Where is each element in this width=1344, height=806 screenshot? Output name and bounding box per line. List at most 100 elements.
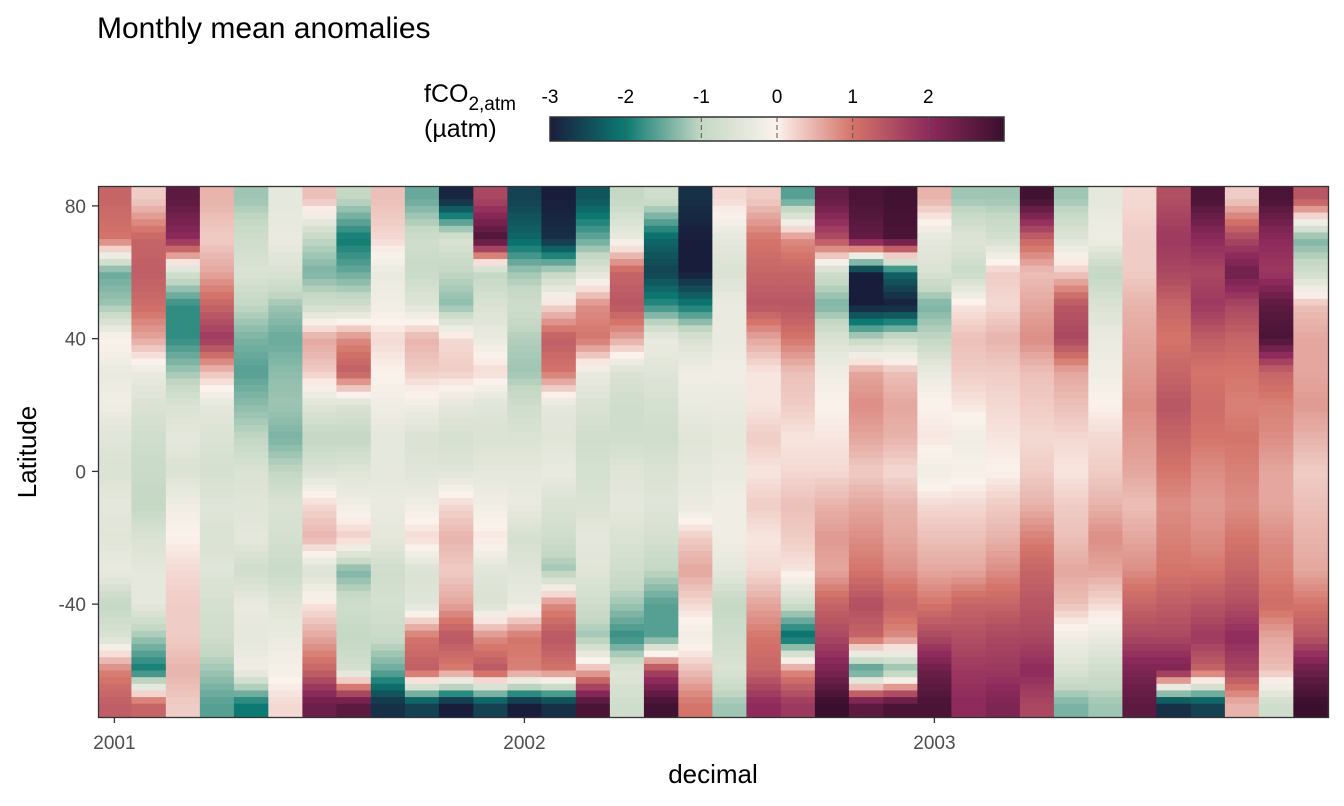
heatmap-cell: [643, 604, 679, 612]
heatmap-cell: [1019, 564, 1055, 572]
heatmap-column: [1258, 186, 1294, 718]
heatmap-cell: [746, 484, 782, 492]
heatmap-cell: [575, 411, 611, 419]
heatmap-cell: [951, 610, 987, 619]
heatmap-cell: [1019, 617, 1055, 625]
heatmap-cell: [233, 285, 269, 293]
heatmap-cell: [814, 418, 850, 426]
heatmap-cell: [165, 378, 201, 386]
heatmap-cell: [780, 491, 816, 499]
heatmap-cell: [98, 670, 133, 678]
heatmap-column: [268, 186, 303, 718]
heatmap-cell: [336, 624, 372, 632]
heatmap-cell: [917, 332, 953, 340]
heatmap-cell: [985, 424, 1021, 433]
heatmap-cell: [643, 391, 679, 399]
heatmap-cell: [643, 444, 679, 453]
heatmap-cell: [746, 564, 782, 572]
heatmap-cell: [302, 624, 338, 632]
heatmap-cell: [575, 278, 611, 287]
heatmap-cell: [712, 458, 748, 466]
heatmap-cell: [1258, 597, 1294, 605]
heatmap-cell: [98, 624, 133, 632]
heatmap-cell: [678, 385, 713, 393]
heatmap-cell: [1088, 637, 1123, 645]
heatmap-cell: [165, 524, 201, 532]
heatmap-cell: [199, 298, 235, 307]
heatmap-cell: [746, 205, 782, 214]
heatmap-cell: [883, 411, 918, 419]
heatmap-cell: [404, 697, 440, 705]
heatmap-cell: [1156, 471, 1192, 479]
heatmap-cell: [1156, 617, 1192, 625]
heatmap-cell: [1156, 577, 1192, 585]
heatmap-cell: [712, 504, 748, 512]
heatmap-cell: [233, 551, 269, 559]
heatmap-cell: [712, 245, 748, 253]
heatmap-cell: [165, 617, 201, 625]
heatmap-cell: [1088, 683, 1123, 692]
heatmap-cell: [678, 259, 713, 267]
heatmap-cell: [678, 192, 713, 200]
heatmap-cell: [1224, 590, 1260, 599]
heatmap-cell: [268, 610, 303, 619]
heatmap-cell: [131, 212, 167, 220]
heatmap-cell: [1088, 272, 1123, 280]
legend-title-unit: (µatm): [424, 115, 497, 143]
heatmap-cell: [199, 710, 235, 718]
heatmap-cell: [883, 604, 918, 612]
heatmap-cell: [575, 378, 611, 386]
heatmap-cell: [233, 497, 269, 506]
heatmap-cell: [131, 298, 167, 307]
heatmap-cell: [336, 298, 372, 307]
heatmap-cell: [643, 358, 679, 366]
heatmap-cell: [131, 259, 167, 267]
heatmap-cell: [1190, 451, 1226, 459]
heatmap-cell: [917, 584, 953, 592]
heatmap-cell: [233, 298, 269, 307]
heatmap-cell: [233, 438, 269, 446]
heatmap-cell: [575, 239, 611, 247]
x-axis-title: decimal: [668, 759, 758, 789]
heatmap-cell: [131, 305, 167, 313]
heatmap-cell: [712, 630, 748, 638]
heatmap-cell: [917, 471, 953, 479]
heatmap-cell: [131, 272, 167, 280]
heatmap-column: [1019, 186, 1055, 718]
heatmap-cell: [438, 683, 474, 692]
heatmap-cell: [1224, 252, 1260, 260]
heatmap-cell: [917, 537, 953, 546]
heatmap-cell: [1190, 298, 1226, 307]
heatmap-cell: [165, 643, 201, 652]
heatmap-column: [404, 186, 440, 718]
heatmap-cell: [438, 245, 474, 253]
heatmap-cell: [883, 537, 918, 546]
heatmap-cell: [370, 643, 406, 652]
heatmap-cell: [438, 504, 474, 512]
heatmap-cell: [404, 551, 440, 559]
heatmap-cell: [131, 677, 167, 685]
heatmap-cell: [985, 245, 1021, 253]
heatmap-cell: [438, 285, 474, 293]
heatmap-cell: [917, 318, 953, 326]
heatmap-cell: [268, 677, 303, 685]
heatmap-cell: [541, 610, 577, 619]
heatmap-cell: [1258, 517, 1294, 526]
heatmap-cell: [404, 663, 440, 672]
heatmap-cell: [233, 577, 269, 585]
heatmap-cell: [575, 531, 611, 539]
heatmap-cell: [268, 252, 303, 260]
heatmap-cell: [507, 624, 543, 632]
heatmap-cell: [98, 703, 133, 711]
heatmap-cell: [199, 524, 235, 532]
heatmap-cell: [917, 663, 953, 672]
heatmap-cell: [1156, 657, 1192, 665]
heatmap-cell: [883, 677, 918, 685]
heatmap-cell: [985, 697, 1021, 705]
heatmap-cell: [268, 604, 303, 612]
heatmap-cell: [1190, 504, 1226, 512]
heatmap-cell: [1156, 431, 1192, 439]
heatmap-cell: [712, 186, 748, 194]
heatmap-cell: [609, 298, 645, 307]
heatmap-cell: [746, 604, 782, 612]
